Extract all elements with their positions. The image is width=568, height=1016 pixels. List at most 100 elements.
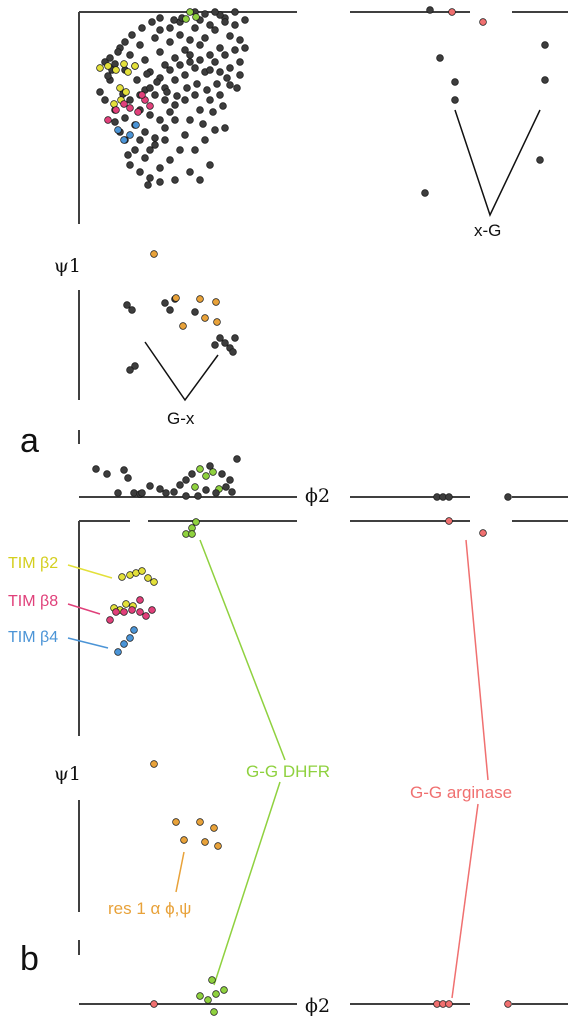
panel-a-point-default-point bbox=[141, 56, 149, 64]
panel-a-point-default-point bbox=[201, 136, 209, 144]
panel-a-point-default-point bbox=[221, 339, 229, 347]
panel-a-point-default-point bbox=[223, 74, 231, 82]
panel-b-tim-beta8-point bbox=[128, 606, 136, 614]
panel-a-tim-beta8-point bbox=[126, 104, 134, 112]
panel-a-point-default-point bbox=[138, 489, 146, 497]
panel-a-point-default-point bbox=[171, 76, 179, 84]
panel-a-tim-beta4-point bbox=[114, 126, 122, 134]
panel-b-phi2-label: ϕ2 bbox=[305, 995, 330, 1016]
panel-b-res1-alpha-point bbox=[214, 842, 222, 850]
panel-b-tim-beta2-point bbox=[144, 574, 152, 582]
panel-b-dhfr-point bbox=[208, 976, 216, 984]
panel-a-point-default-point bbox=[156, 116, 164, 124]
panel-a-point-default-point bbox=[151, 134, 159, 142]
panel-a-point-default-point bbox=[196, 56, 204, 64]
panel-a-point-default-point bbox=[170, 488, 178, 496]
panel-a-point-default-point bbox=[146, 84, 154, 92]
panel-a-point-default-point bbox=[229, 348, 237, 356]
panel-a-point-default-point bbox=[163, 88, 171, 96]
g-x-label: G-x bbox=[167, 409, 195, 428]
panel-a-point-default-point bbox=[104, 72, 112, 80]
g-x-callout-line bbox=[144, 341, 219, 402]
panel-a-point-default-point bbox=[92, 465, 100, 473]
panel-a-point-default-point bbox=[541, 41, 549, 49]
panel-a-dhfr-point bbox=[209, 468, 217, 476]
dhfr-leader-lower bbox=[213, 781, 281, 986]
panel-b-tim-beta8-point bbox=[136, 608, 144, 616]
panel-a-point-default-point bbox=[231, 46, 239, 54]
panel-a-point-default-point bbox=[206, 161, 214, 169]
panel-a-res1-alpha-point bbox=[179, 322, 187, 330]
panel-a-res1-alpha-point bbox=[196, 295, 204, 303]
panel-a-tim-beta8-point bbox=[104, 116, 112, 124]
panel-a-point-default-point bbox=[216, 68, 224, 76]
panel-a-point-default-point bbox=[176, 481, 184, 489]
panel-a-point-default-point bbox=[226, 476, 234, 484]
panel-b-tim-beta8-point bbox=[106, 616, 114, 624]
panel-a-point-default-point bbox=[206, 66, 214, 74]
panel-a-point-default-point bbox=[191, 64, 199, 72]
panel-a-point-default-point bbox=[206, 462, 214, 470]
panel-a-res1-alpha-point bbox=[150, 250, 158, 258]
panel-a-tim-beta2-point bbox=[122, 88, 130, 96]
panel-a-tim-beta2-point bbox=[96, 64, 104, 72]
panel-a-point-default-point bbox=[126, 161, 134, 169]
panel-a-point-default-point bbox=[221, 18, 229, 26]
panel-a-point-default-point bbox=[216, 44, 224, 52]
panel-a-point-default-point bbox=[181, 71, 189, 79]
panel-a-res1-alpha-point bbox=[172, 294, 180, 302]
panel-a-point-default-point bbox=[228, 488, 236, 496]
panel-a-point-default-point bbox=[203, 86, 211, 94]
panel-a-point-default-point bbox=[171, 116, 179, 124]
panel-a-point-default-point bbox=[156, 48, 164, 56]
panel-b-dhfr-point bbox=[212, 990, 220, 998]
panel-b-tim-beta2-point bbox=[118, 573, 126, 581]
panel-a-point-default-point bbox=[124, 151, 132, 159]
panel-b-res1-alpha-point bbox=[150, 760, 158, 768]
panel-a-point-default-point bbox=[101, 96, 109, 104]
panel-b-res1-alpha-point bbox=[201, 838, 209, 846]
panel-a-point-default-point bbox=[196, 106, 204, 114]
panel-a-tim-beta8-point bbox=[112, 106, 120, 114]
panel-a-point-default-point bbox=[226, 64, 234, 72]
panel-a-point-default-point bbox=[146, 111, 154, 119]
panel-a-point-default-point bbox=[226, 32, 234, 40]
panel-a-res1-alpha-point bbox=[212, 298, 220, 306]
panel-a-point-default-point bbox=[181, 131, 189, 139]
panel-a-point-default-point bbox=[212, 489, 220, 497]
panel-a-point-default-point bbox=[191, 308, 199, 316]
dhfr-leader-upper bbox=[199, 539, 286, 761]
panel-b-dhfr-point bbox=[192, 518, 200, 526]
panel-a-tim-beta8-point bbox=[138, 91, 146, 99]
res1-label: res 1 α ϕ,ψ bbox=[108, 899, 191, 918]
panel-b-tim-beta8-point bbox=[142, 612, 150, 620]
panel-a-point-default-point bbox=[156, 178, 164, 186]
panel-a-point-default-point bbox=[161, 61, 169, 69]
panel-a-point-default-point bbox=[206, 21, 214, 29]
panel-a-point-default-point bbox=[151, 91, 159, 99]
panel-a-point-default-point bbox=[201, 10, 209, 18]
panel-a-point-default-point bbox=[133, 76, 141, 84]
tim-b4-label: TIM β4 bbox=[8, 629, 58, 646]
panel-a-point-default-point bbox=[209, 108, 217, 116]
panel-a-point-default-point bbox=[130, 489, 138, 497]
panel-a-point-default-point bbox=[231, 334, 239, 342]
panel-b-dhfr-point bbox=[204, 996, 212, 1004]
panel-b-tim-beta2-point bbox=[150, 578, 158, 586]
panel-a-dhfr-point bbox=[192, 13, 200, 21]
panel-a-point-default-point bbox=[186, 58, 194, 66]
panel-a-dhfr-point bbox=[191, 483, 199, 491]
panel-a-point-default-point bbox=[211, 26, 219, 34]
panel-a-point-default-point bbox=[186, 51, 194, 59]
panel-a-point-default-point bbox=[233, 455, 241, 463]
panel-a-point-default-point bbox=[106, 54, 114, 62]
panel-a-point-default-point bbox=[171, 54, 179, 62]
panel-b-res1-alpha-point bbox=[196, 818, 204, 826]
panel-a-point-default-point bbox=[124, 474, 132, 482]
panel-a-point-default-point bbox=[426, 6, 434, 14]
panel-a-point-default-point bbox=[186, 168, 194, 176]
panel-a-point-default-point bbox=[143, 70, 151, 78]
panel-a-dhfr-point bbox=[196, 465, 204, 473]
panel-a-tim-beta4-point bbox=[132, 121, 140, 129]
panel-a-point-default-point bbox=[206, 51, 214, 59]
